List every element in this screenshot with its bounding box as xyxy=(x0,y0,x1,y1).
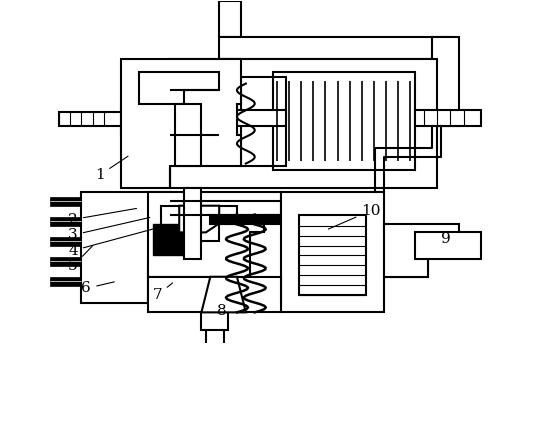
Text: 10: 10 xyxy=(328,204,381,229)
Bar xyxy=(299,215,366,295)
Text: 9: 9 xyxy=(441,232,451,246)
Text: 1: 1 xyxy=(95,156,128,182)
Polygon shape xyxy=(219,37,450,59)
Polygon shape xyxy=(210,215,281,224)
Polygon shape xyxy=(175,104,202,166)
Polygon shape xyxy=(50,217,82,226)
Polygon shape xyxy=(415,232,481,259)
Text: 5: 5 xyxy=(68,245,93,273)
Polygon shape xyxy=(184,188,202,259)
Polygon shape xyxy=(237,110,286,126)
Polygon shape xyxy=(139,72,219,104)
Bar xyxy=(272,72,415,170)
Polygon shape xyxy=(161,206,237,241)
Polygon shape xyxy=(384,224,459,277)
Text: 8: 8 xyxy=(217,304,227,317)
Text: 2: 2 xyxy=(68,208,136,227)
Text: 4: 4 xyxy=(68,229,154,257)
Polygon shape xyxy=(171,59,437,188)
Polygon shape xyxy=(50,237,82,246)
Text: 6: 6 xyxy=(82,281,114,295)
Polygon shape xyxy=(122,104,237,135)
Polygon shape xyxy=(202,312,228,330)
Polygon shape xyxy=(219,1,241,37)
Polygon shape xyxy=(281,192,428,312)
Polygon shape xyxy=(50,197,82,206)
Polygon shape xyxy=(50,277,82,286)
Polygon shape xyxy=(50,257,82,266)
Text: 7: 7 xyxy=(153,283,173,302)
Bar xyxy=(272,72,415,170)
Polygon shape xyxy=(148,192,281,277)
Polygon shape xyxy=(148,277,281,312)
Bar xyxy=(153,224,188,255)
Polygon shape xyxy=(179,206,219,232)
Polygon shape xyxy=(82,192,171,304)
Polygon shape xyxy=(122,59,241,188)
Polygon shape xyxy=(415,110,481,126)
Polygon shape xyxy=(432,37,459,126)
Bar xyxy=(241,77,286,166)
Polygon shape xyxy=(202,277,246,312)
Text: 3: 3 xyxy=(68,217,150,242)
Polygon shape xyxy=(59,113,130,126)
